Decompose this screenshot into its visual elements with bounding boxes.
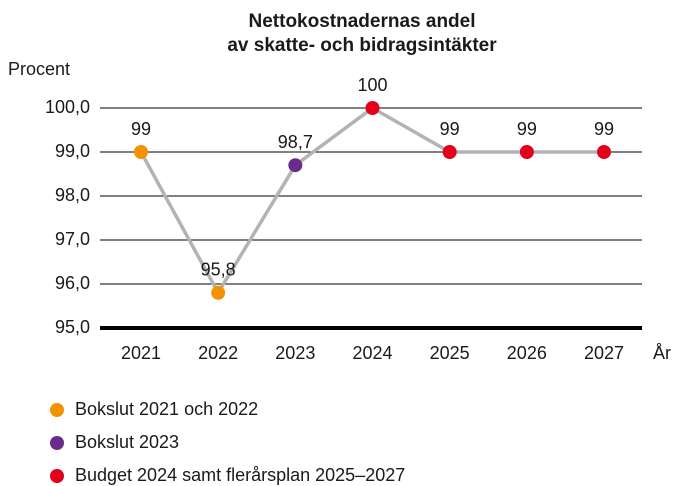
x-tick-label: 2022: [198, 343, 238, 363]
data-point: [211, 285, 226, 300]
legend-label: Budget 2024 samt flerårsplan 2025–2027: [75, 465, 405, 485]
chart-title: Nettokostnadernas andel: [249, 11, 476, 32]
data-label: 99: [131, 119, 151, 139]
data-label: 95,8: [201, 260, 236, 280]
data-point: [519, 145, 534, 159]
y-tick-label: 98,0: [55, 185, 90, 205]
legend-marker: [50, 469, 64, 483]
data-point: [365, 101, 380, 115]
y-tick-label: 97,0: [55, 229, 90, 249]
x-axis-label: År: [653, 343, 671, 363]
x-tick-label: 2025: [430, 343, 470, 363]
data-point: [134, 145, 148, 159]
y-axis-label: Procent: [8, 59, 70, 79]
legend-marker: [50, 436, 64, 450]
x-tick-label: 2023: [275, 343, 315, 363]
x-tick-label: 2026: [507, 343, 547, 363]
data-point: [597, 145, 611, 159]
legend-label: Bokslut 2023: [75, 432, 179, 452]
x-tick-label: 2027: [584, 343, 624, 363]
y-tick-label: 99,0: [55, 141, 90, 161]
y-tick-label: 95,0: [55, 317, 90, 337]
data-label: 99: [440, 119, 460, 139]
data-label: 99: [594, 119, 614, 139]
x-tick-label: 2024: [352, 343, 392, 363]
legend-label: Bokslut 2021 och 2022: [75, 399, 258, 419]
data-label: 98,7: [278, 132, 313, 152]
y-tick-label: 100,0: [45, 97, 90, 117]
data-label: 100: [357, 75, 387, 95]
y-tick-label: 96,0: [55, 273, 90, 293]
x-tick-label: 2021: [121, 343, 161, 363]
data-label: 99: [517, 119, 537, 139]
chart-title: av skatte- och bidragsintäkter: [227, 35, 497, 56]
legend-marker: [50, 403, 64, 417]
data-point: [442, 145, 457, 159]
data-point: [288, 158, 303, 173]
